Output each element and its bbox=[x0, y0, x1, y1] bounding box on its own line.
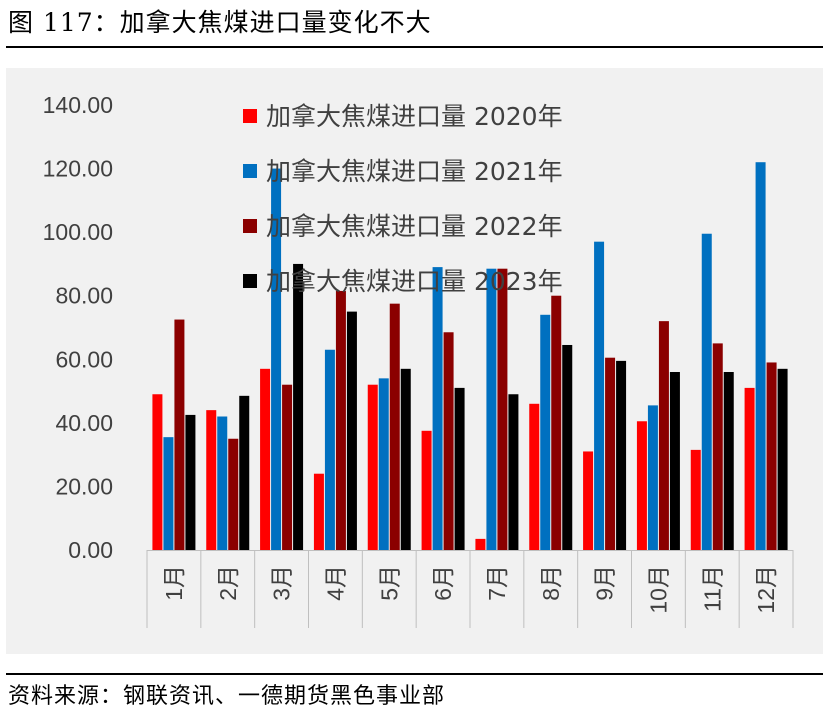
bar-1-8 bbox=[529, 403, 540, 550]
legend-swatch-1 bbox=[243, 109, 257, 123]
y-tick-label: 120.00 bbox=[43, 156, 113, 182]
bar-1-9 bbox=[583, 451, 594, 550]
x-tick-label: 12月 bbox=[753, 565, 779, 614]
bar-4-2 bbox=[239, 395, 250, 550]
x-axis: 1月 2月 3月 4月 5月 6月 7月 8月 9月 10月 11月 12月 bbox=[146, 550, 794, 628]
bar-4-1 bbox=[185, 414, 196, 550]
bar-3-12 bbox=[766, 362, 777, 550]
bar-3-4 bbox=[335, 290, 346, 550]
bar-4-6 bbox=[454, 387, 465, 550]
bar-2-11 bbox=[701, 233, 712, 551]
y-tick-label: 140.00 bbox=[43, 92, 113, 118]
bar-2-1 bbox=[163, 437, 174, 550]
bar-1-4 bbox=[313, 473, 324, 550]
bar-2-2 bbox=[217, 416, 228, 550]
bar-2-3 bbox=[271, 168, 282, 550]
x-tick-label: 6月 bbox=[430, 565, 456, 601]
bar-2-5 bbox=[378, 378, 389, 550]
bar-series bbox=[152, 162, 788, 551]
bar-4-8 bbox=[562, 344, 573, 550]
x-tick-label: 10月 bbox=[645, 565, 671, 614]
bar-3-10 bbox=[658, 321, 669, 550]
legend-swatch-3 bbox=[243, 219, 257, 233]
x-tick-label: 11月 bbox=[699, 565, 725, 612]
bar-3-5 bbox=[389, 303, 400, 550]
bar-4-7 bbox=[508, 394, 519, 550]
bar-2-9 bbox=[594, 241, 605, 550]
chart-panel bbox=[6, 68, 823, 654]
y-tick-label: 60.00 bbox=[55, 346, 113, 372]
bar-1-5 bbox=[367, 384, 378, 550]
bar-1-3 bbox=[260, 368, 271, 550]
bar-1-12 bbox=[744, 387, 755, 550]
title-rule bbox=[6, 46, 823, 48]
bar-1-2 bbox=[206, 410, 217, 550]
bar-4-5 bbox=[400, 368, 411, 550]
bar-4-11 bbox=[723, 372, 734, 550]
source-note: 资料来源：钢联资讯、一德期货黑色事业部 bbox=[8, 684, 446, 709]
y-tick-label: 100.00 bbox=[43, 219, 113, 245]
bar-1-7 bbox=[475, 538, 486, 551]
x-tick-label: 8月 bbox=[538, 565, 564, 601]
bar-3-1 bbox=[174, 319, 185, 550]
y-tick-label: 0.00 bbox=[68, 537, 113, 563]
bar-2-12 bbox=[755, 162, 766, 550]
bar-2-4 bbox=[324, 349, 335, 550]
y-tick-label: 40.00 bbox=[55, 410, 113, 436]
x-tick-label: 2月 bbox=[215, 565, 241, 601]
bar-1-11 bbox=[690, 449, 701, 551]
y-axis: 0.00 20.00 40.00 60.00 80.00 100.00 120.00 140.… bbox=[43, 92, 113, 563]
y-tick-label: 80.00 bbox=[55, 283, 113, 309]
x-tick-label: 5月 bbox=[376, 565, 402, 601]
legend-label-1: 加拿大焦煤进口量 2020年 bbox=[266, 102, 563, 131]
bar-2-8 bbox=[540, 314, 551, 550]
bar-4-9 bbox=[616, 360, 627, 551]
figure-title: 图 117：加拿大焦煤进口量变化不大 bbox=[8, 8, 432, 37]
bar-3-7 bbox=[497, 268, 508, 550]
bar-1-6 bbox=[421, 430, 432, 550]
source-rule bbox=[6, 673, 823, 675]
legend-label-2: 加拿大焦煤进口量 2021年 bbox=[266, 157, 563, 186]
bar-2-7 bbox=[486, 268, 497, 550]
bar-4-12 bbox=[777, 368, 788, 550]
bar-1-1 bbox=[152, 394, 163, 550]
bar-3-2 bbox=[228, 438, 239, 550]
bar-2-6 bbox=[432, 267, 443, 550]
bar-4-4 bbox=[346, 311, 357, 550]
bar-3-8 bbox=[551, 295, 562, 550]
legend-label-4: 加拿大焦煤进口量 2023年 bbox=[266, 267, 563, 296]
bar-4-10 bbox=[669, 372, 680, 550]
y-tick-label: 20.00 bbox=[55, 473, 113, 499]
x-tick-label: 4月 bbox=[322, 565, 348, 601]
bar-3-3 bbox=[282, 384, 293, 550]
x-tick-label: 9月 bbox=[592, 565, 618, 601]
bar-1-10 bbox=[636, 421, 647, 550]
x-tick-label: 3月 bbox=[269, 565, 295, 601]
bar-3-11 bbox=[712, 343, 723, 550]
bar-2-10 bbox=[647, 405, 658, 551]
x-tick-label: 7月 bbox=[484, 565, 510, 601]
bar-3-6 bbox=[443, 332, 454, 550]
x-tick-label: 1月 bbox=[161, 565, 187, 601]
bar-3-9 bbox=[605, 357, 616, 550]
legend-label-3: 加拿大焦煤进口量 2022年 bbox=[266, 212, 563, 241]
legend-swatch-4 bbox=[243, 274, 257, 288]
bar-4-3 bbox=[293, 263, 304, 550]
legend-swatch-2 bbox=[243, 164, 257, 178]
